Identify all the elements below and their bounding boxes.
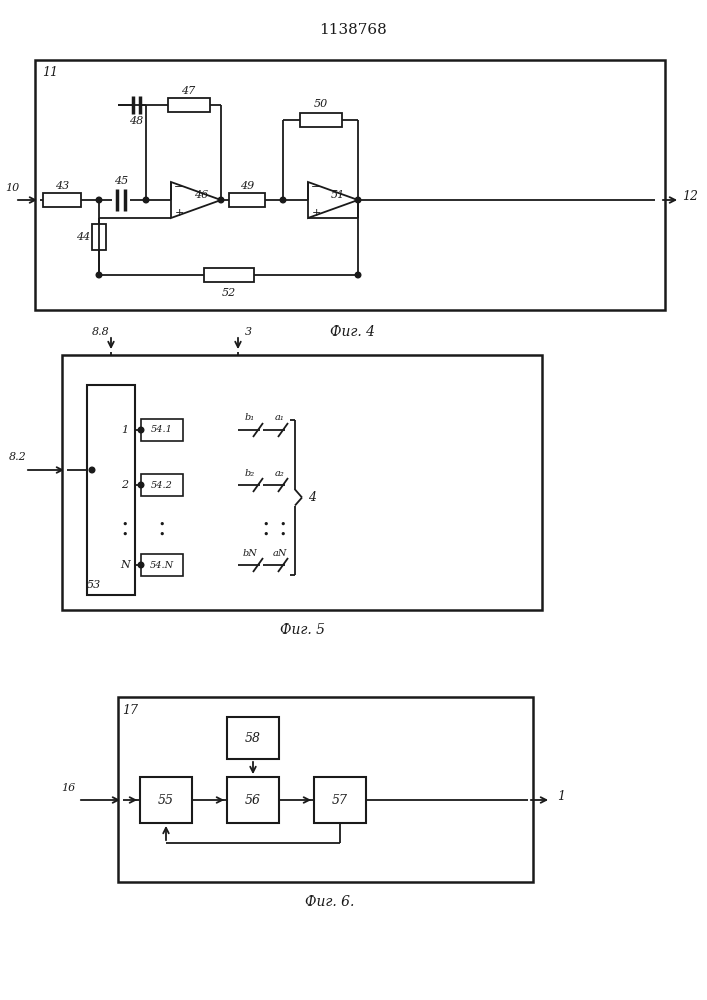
- Text: 54.2: 54.2: [151, 481, 173, 489]
- Text: 53: 53: [87, 580, 101, 590]
- Bar: [140, 777, 192, 823]
- Text: 54.1: 54.1: [151, 426, 173, 434]
- Text: •: •: [263, 530, 269, 540]
- Bar: [118, 697, 533, 882]
- Text: 12: 12: [682, 190, 698, 204]
- Circle shape: [138, 562, 144, 568]
- Text: Фиг. 4: Фиг. 4: [330, 325, 375, 339]
- Text: 1: 1: [122, 425, 129, 435]
- Text: Фиг. 6.: Фиг. 6.: [305, 895, 355, 909]
- Text: 2: 2: [122, 480, 129, 490]
- Text: 57: 57: [332, 794, 348, 806]
- Bar: [92, 224, 106, 250]
- Text: •: •: [280, 520, 286, 530]
- Text: +: +: [175, 208, 184, 218]
- Bar: [141, 554, 183, 576]
- Text: 46: 46: [194, 190, 208, 200]
- Circle shape: [355, 272, 361, 278]
- Text: 58: 58: [245, 732, 261, 744]
- Text: −: −: [175, 182, 184, 192]
- Text: 1: 1: [557, 790, 565, 804]
- Text: Фиг. 5: Фиг. 5: [281, 623, 325, 637]
- Text: 17: 17: [122, 704, 138, 716]
- Text: 10: 10: [5, 183, 19, 193]
- Text: 8.2: 8.2: [9, 452, 27, 462]
- Text: 1138768: 1138768: [319, 23, 387, 37]
- Bar: [43, 193, 81, 207]
- Text: 50: 50: [313, 99, 327, 109]
- Text: a₁: a₁: [275, 414, 285, 422]
- Bar: [141, 474, 183, 496]
- Text: 48: 48: [129, 116, 144, 126]
- Bar: [87, 385, 135, 595]
- Bar: [227, 777, 279, 823]
- Text: 55: 55: [158, 794, 174, 806]
- Text: 8.8: 8.8: [92, 327, 110, 337]
- Text: 16: 16: [61, 783, 75, 793]
- Bar: [300, 113, 341, 127]
- Text: 47: 47: [182, 86, 196, 96]
- Text: aN: aN: [273, 548, 287, 558]
- Text: •: •: [122, 520, 128, 530]
- Text: •: •: [159, 520, 165, 530]
- Text: −: −: [311, 182, 321, 192]
- Text: 3: 3: [245, 327, 252, 337]
- Circle shape: [138, 427, 144, 433]
- Circle shape: [89, 467, 95, 473]
- Circle shape: [138, 482, 144, 488]
- Text: 56: 56: [245, 794, 261, 806]
- Text: 45: 45: [114, 176, 128, 186]
- Bar: [204, 268, 254, 282]
- Text: a₂: a₂: [275, 468, 285, 478]
- Text: b₂: b₂: [245, 468, 255, 478]
- Circle shape: [355, 197, 361, 203]
- Bar: [168, 98, 209, 112]
- Text: •: •: [122, 530, 128, 540]
- Text: 4: 4: [308, 491, 316, 504]
- Circle shape: [144, 197, 148, 203]
- Text: •: •: [280, 530, 286, 540]
- Circle shape: [218, 197, 224, 203]
- Text: 52: 52: [221, 288, 235, 298]
- Text: 43: 43: [55, 181, 69, 191]
- Text: 49: 49: [240, 181, 254, 191]
- Text: +: +: [311, 208, 321, 218]
- Bar: [314, 777, 366, 823]
- Bar: [62, 355, 542, 610]
- Circle shape: [280, 197, 286, 203]
- Text: 44: 44: [76, 232, 90, 242]
- Bar: [35, 60, 665, 310]
- Text: •: •: [263, 520, 269, 530]
- Text: bN: bN: [243, 548, 257, 558]
- Bar: [229, 193, 265, 207]
- Text: 51: 51: [331, 190, 345, 200]
- Circle shape: [96, 272, 102, 278]
- Bar: [227, 717, 279, 759]
- Circle shape: [96, 197, 102, 203]
- Text: b₁: b₁: [245, 414, 255, 422]
- Text: •: •: [159, 530, 165, 540]
- Text: 54.N: 54.N: [150, 560, 174, 570]
- Text: 11: 11: [42, 66, 58, 80]
- Bar: [141, 419, 183, 441]
- Text: N: N: [120, 560, 130, 570]
